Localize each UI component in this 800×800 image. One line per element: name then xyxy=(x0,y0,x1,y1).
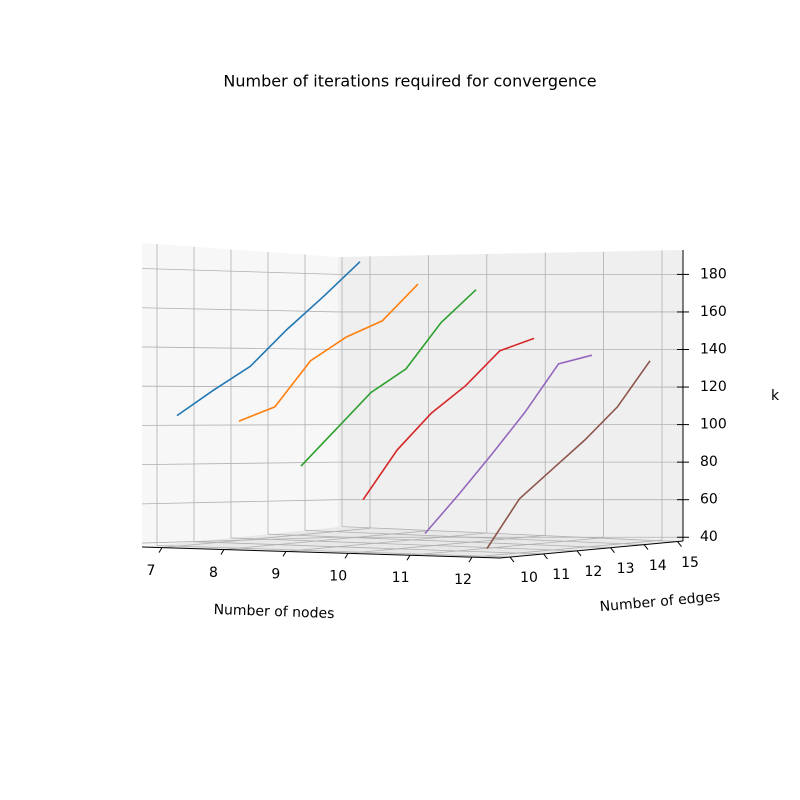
series-line xyxy=(238,283,419,422)
x-tick xyxy=(406,554,411,561)
y-tick-label: 12 xyxy=(584,564,602,580)
grid-line xyxy=(409,537,604,556)
y-tick xyxy=(509,556,515,563)
x-tick-label: 7 xyxy=(147,563,156,579)
series-line xyxy=(486,360,651,549)
z-tick-label: 100 xyxy=(700,417,727,433)
y-tick-label: 14 xyxy=(649,558,667,574)
y-tick-label: 13 xyxy=(617,561,635,577)
grid-line xyxy=(304,529,645,546)
grid-line xyxy=(193,541,544,555)
series-line xyxy=(300,289,477,467)
x-tick xyxy=(282,551,287,557)
back-pane xyxy=(338,250,683,541)
x-tick-label: 8 xyxy=(209,565,218,581)
z-tick-label: 160 xyxy=(700,304,727,320)
z-tick-label: 40 xyxy=(700,529,718,545)
y-tick xyxy=(576,550,582,557)
x-tick-label: 12 xyxy=(454,572,472,588)
grid-line xyxy=(471,539,663,558)
grid-line xyxy=(230,537,578,552)
left-pane xyxy=(142,243,338,547)
y-tick-label: 15 xyxy=(681,555,699,571)
y-tick-label: 11 xyxy=(552,567,570,583)
x-tick xyxy=(220,549,225,555)
z-tick-label: 180 xyxy=(700,266,727,282)
z-tick-label: 80 xyxy=(700,454,718,470)
y-tick xyxy=(543,553,548,560)
z-tick-label: 120 xyxy=(700,379,727,395)
z-tick-label: 60 xyxy=(700,492,718,508)
y-tick xyxy=(610,547,615,554)
series-line xyxy=(176,261,361,417)
grid xyxy=(141,244,683,558)
x-axis-title: Number of nodes xyxy=(213,602,334,622)
y-tick-label: 10 xyxy=(520,570,538,586)
x-axis-line xyxy=(141,546,501,559)
x-tick-label: 10 xyxy=(329,568,347,584)
z-axis-title: k xyxy=(771,388,780,404)
grid-line xyxy=(267,533,611,549)
grid-line xyxy=(341,526,678,542)
y-tick xyxy=(677,541,682,547)
grid-line xyxy=(156,545,511,558)
x-tick xyxy=(344,553,349,559)
x-tick xyxy=(468,556,473,563)
z-tick-label: 140 xyxy=(700,342,727,358)
y-tick xyxy=(643,544,649,550)
series-line xyxy=(362,337,535,501)
x-tick-label: 11 xyxy=(392,570,410,586)
x-tick-label: 9 xyxy=(271,567,280,583)
x-tick xyxy=(158,547,163,553)
chart-title: Number of iterations required for conver… xyxy=(223,72,596,91)
grid-line xyxy=(347,535,546,554)
y-axis-line xyxy=(499,540,684,559)
y-axis-title: Number of edges xyxy=(599,589,721,615)
series-line xyxy=(424,354,593,535)
grid-line xyxy=(285,532,487,552)
